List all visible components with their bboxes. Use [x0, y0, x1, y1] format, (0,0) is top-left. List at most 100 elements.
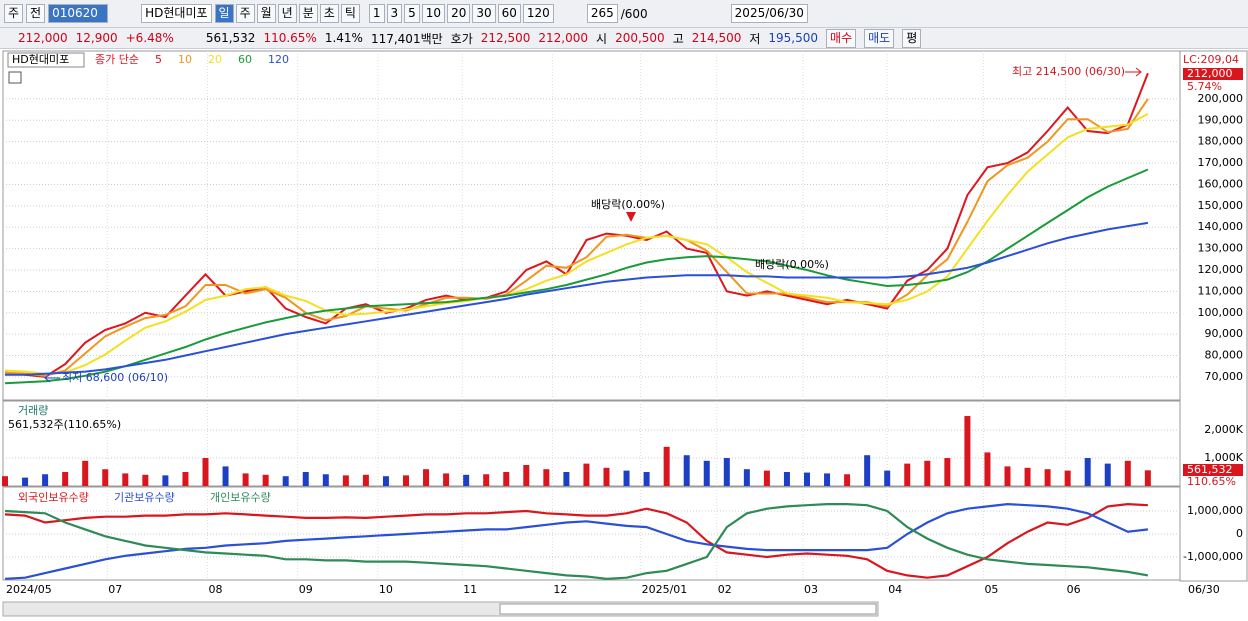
volume-tag — [1183, 464, 1243, 476]
num-button[interactable]: 20 — [447, 4, 471, 23]
volume-bar — [1124, 460, 1131, 486]
prev[interactable]: 전 — [26, 4, 46, 23]
volume-bar — [82, 460, 89, 486]
volume-bar — [723, 458, 730, 486]
legend-entry: 외국인보유수량 — [18, 491, 89, 504]
volume-bar — [1004, 466, 1011, 486]
volume-bar — [42, 474, 49, 486]
volume-bar — [242, 473, 249, 486]
volume-bar — [824, 473, 831, 486]
rate: +6.48% — [125, 31, 174, 45]
volume-bar — [623, 470, 630, 486]
volume-bar — [2, 476, 8, 486]
volume-bar — [362, 474, 369, 486]
volume-bar — [302, 472, 309, 486]
volume-bar — [603, 467, 610, 486]
bid-label: 호가 — [450, 31, 473, 46]
x-tick-label: 03 — [804, 583, 818, 596]
y-tick-label: 110,000 — [1198, 284, 1244, 297]
series-line — [4, 502, 1149, 580]
volume-bar — [1084, 458, 1091, 486]
high-label: 고 — [672, 31, 684, 46]
x-tick-label: 04 — [888, 583, 902, 596]
current-tag — [1183, 68, 1243, 80]
avg-button[interactable]: 평 — [902, 28, 922, 48]
volume: 561,532 — [205, 31, 256, 45]
x-tick-label: 10 — [379, 583, 393, 596]
volume-bar — [944, 458, 951, 486]
count[interactable]: 265 — [586, 4, 618, 23]
num-button[interactable]: 120 — [522, 4, 554, 23]
series-line — [4, 113, 1149, 375]
stock-label: HD현대미포 — [12, 53, 69, 66]
arrow — [44, 373, 60, 383]
volume-summary: 561,532주(110.65%) — [8, 418, 121, 431]
arrow — [1125, 67, 1142, 77]
period[interactable]: 주 — [4, 4, 24, 23]
quote-bar: 212,000 12,900 +6.48% 561,532 110.65% 1.… — [0, 28, 1248, 49]
volume-bar — [984, 452, 991, 486]
volume-bar — [342, 475, 349, 486]
volume-bar — [1104, 463, 1111, 486]
volume-bar — [483, 474, 490, 486]
buy-button[interactable]: 매수 — [826, 28, 857, 48]
volume-bar — [703, 460, 710, 486]
amount: 117,401백만 — [370, 31, 443, 46]
num-button[interactable]: 10 — [421, 4, 446, 23]
volume-bar — [463, 474, 470, 486]
unit-button[interactable]: 초 — [319, 4, 339, 23]
volume-bar — [844, 474, 851, 486]
pane — [2, 400, 1181, 487]
y-tick-label: 170,000 — [1198, 156, 1244, 169]
legend-prefix: 종가 단순 — [95, 53, 139, 66]
y-tick-label: 100,000 — [1198, 306, 1244, 319]
y-tick-label: -1,000,000 — [1183, 550, 1243, 563]
y-tick-label: 140,000 — [1198, 220, 1244, 233]
sell-button[interactable]: 매도 — [864, 28, 895, 48]
x-tick-label: 2025/01 — [642, 583, 688, 596]
legend-entry: 기관보유수량 — [114, 491, 175, 504]
volume-bar — [523, 465, 530, 486]
open: 200,500 — [615, 31, 665, 45]
y-tick-label: 160,000 — [1198, 177, 1244, 190]
volume-bar — [162, 475, 169, 486]
num-button[interactable]: 30 — [472, 4, 496, 23]
annotation: 최저 68,600 (06/10) — [62, 371, 168, 384]
arrow — [626, 212, 636, 222]
unit-button[interactable]: 분 — [298, 4, 318, 23]
unit-button[interactable]: 주 — [235, 4, 255, 23]
series-line — [4, 168, 1149, 385]
volume-bar — [964, 416, 971, 486]
volume-bar — [783, 472, 790, 486]
unit-button[interactable]: 년 — [277, 4, 297, 23]
code-input[interactable]: 010620 — [48, 4, 109, 23]
unit-button[interactable]: 틱 — [340, 4, 360, 23]
date[interactable]: 2025/06/30 — [730, 4, 808, 23]
num-button[interactable]: 3 — [386, 4, 403, 23]
num-button[interactable]: 60 — [497, 4, 521, 23]
stock-name: HD현대미포 — [141, 4, 212, 23]
volume-bar — [543, 469, 550, 486]
axis-band — [1179, 50, 1248, 582]
y-tick-label: 80,000 — [1205, 349, 1244, 362]
high: 214,500 — [691, 31, 742, 45]
num-button[interactable]: 5 — [404, 4, 420, 23]
volume-bar — [403, 475, 409, 486]
series-line — [4, 72, 1149, 378]
volume-bar — [904, 463, 911, 486]
x-tick-label: 05 — [984, 583, 998, 596]
y-tick-label: 90,000 — [1205, 327, 1244, 340]
volume-last: 561,532 — [1187, 463, 1233, 476]
series-line — [5, 221, 1149, 376]
volume-bar — [583, 463, 590, 486]
unit-button[interactable]: 월 — [256, 4, 276, 23]
turnover: 1.41% — [324, 31, 363, 45]
num-button[interactable]: 1 — [368, 4, 385, 23]
unit-button[interactable]: 일 — [214, 4, 234, 23]
current-label: 212,000 — [1187, 67, 1233, 80]
y-tick-label: 190,000 — [1198, 113, 1244, 126]
legend-entry: 10 — [178, 53, 192, 66]
